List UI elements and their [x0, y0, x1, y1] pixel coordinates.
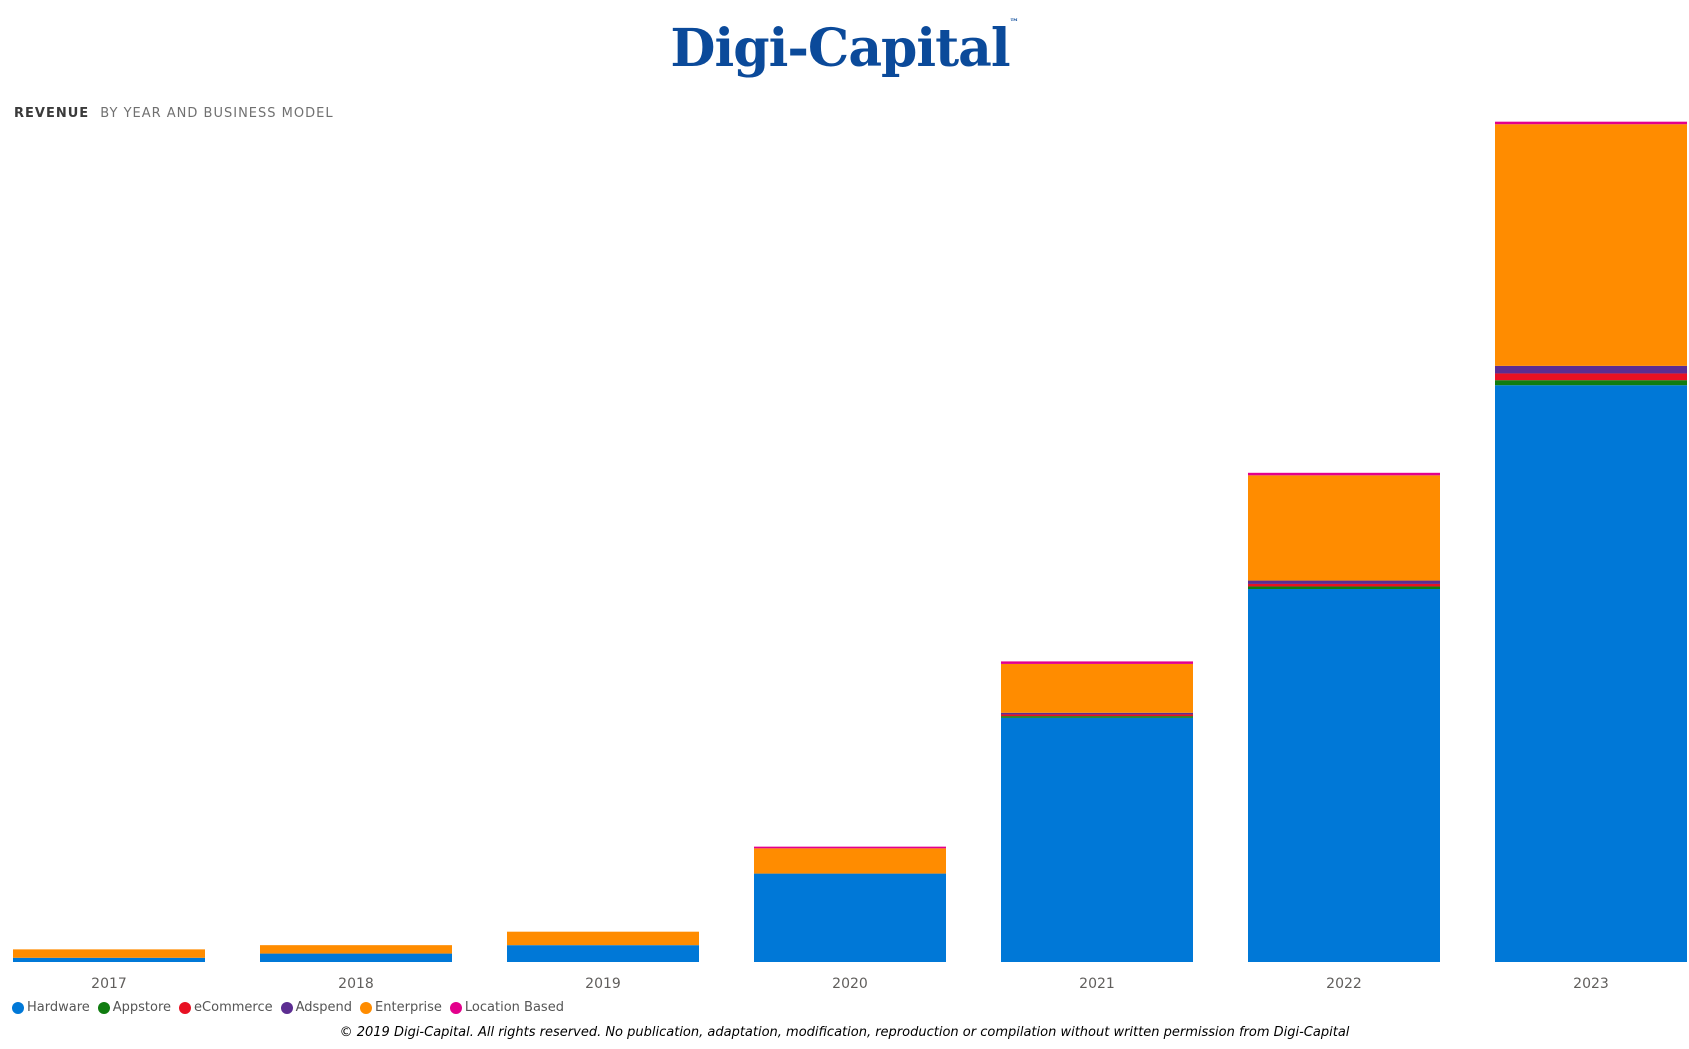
bar-segment-2020-hardware	[754, 873, 946, 962]
logo-text: Digi-Capital	[670, 18, 1010, 79]
bar-segment-2021-adspend	[1001, 712, 1193, 715]
legend-dot-icon	[449, 1001, 462, 1014]
legend-item-appstore[interactable]: Appstore	[97, 1000, 172, 1015]
legend-item-location-based[interactable]: Location Based	[449, 1000, 564, 1015]
bar-segment-2020-enterprise	[754, 848, 946, 874]
bar-segment-2022-location-based	[1248, 472, 1440, 476]
legend-item-hardware[interactable]: Hardware	[12, 1000, 90, 1015]
bar-segment-2022-adspend	[1248, 580, 1440, 584]
legend-dot-icon	[12, 1001, 24, 1014]
legend-item-adspend[interactable]: Adspend	[280, 1000, 353, 1015]
x-tick-label-2017: 2017	[91, 976, 127, 992]
bar-segment-2022-hardware	[1248, 588, 1440, 962]
legend-dot-icon	[360, 1001, 373, 1014]
chart-title: REVENUE	[14, 106, 90, 121]
legend-label: Location Based	[464, 1000, 564, 1015]
x-tick-label-2019: 2019	[585, 976, 621, 992]
legend-label: Appstore	[112, 1000, 172, 1015]
legend-dot-icon	[97, 1001, 110, 1014]
legend-dot-icon	[280, 1001, 293, 1014]
legend-item-enterprise[interactable]: Enterprise	[360, 1000, 442, 1015]
bar-segment-2023-location-based	[1495, 121, 1687, 125]
copyright-footer: © 2019 Digi-Capital. All rights reserved…	[339, 1025, 1350, 1040]
logo-trademark: ™	[1009, 18, 1019, 28]
bar-segment-2018-enterprise	[260, 945, 452, 954]
x-tick-label-2018: 2018	[338, 976, 374, 992]
x-tick-label-2021: 2021	[1079, 976, 1115, 992]
bar-segment-2022-appstore	[1248, 586, 1440, 589]
x-tick-label-2022: 2022	[1326, 976, 1362, 992]
chart-heading: REVENUE BY YEAR AND BUSINESS MODEL	[14, 106, 334, 121]
bar-segment-2019-hardware	[507, 945, 699, 962]
bar-segment-2022-enterprise	[1248, 475, 1440, 581]
revenue-stacked-bar-chart: 2017 2018 2019 2020 2021 2022 2023	[13, 121, 1687, 992]
bar-segment-2021-hardware	[1001, 717, 1193, 962]
bar-segment-2020-location-based	[754, 846, 946, 849]
bar-segment-2023-ecommerce	[1495, 373, 1687, 381]
bar-segment-2018-hardware	[260, 953, 452, 962]
bar-segment-2019-enterprise	[507, 931, 699, 946]
bar-segment-2021-enterprise	[1001, 663, 1193, 713]
bar-segment-2017-hardware	[13, 957, 205, 962]
legend-item-ecommerce[interactable]: eCommerce	[179, 1000, 273, 1015]
bar-segment-2021-location-based	[1001, 661, 1193, 664]
chart-legend: Hardware Appstore eCommerce Adspend Enterpri…	[12, 1000, 572, 1015]
x-tick-label-2020: 2020	[832, 976, 868, 992]
bar-segment-2017-enterprise	[13, 949, 205, 958]
bar-segment-2023-appstore	[1495, 380, 1687, 386]
legend-label: Enterprise	[375, 1000, 442, 1015]
bar-segment-2023-adspend	[1495, 365, 1687, 374]
legend-label: eCommerce	[194, 1000, 273, 1015]
bar-segment-2022-ecommerce	[1248, 583, 1440, 587]
bar-segment-2021-appstore	[1001, 716, 1193, 718]
legend-label: Adspend	[295, 1000, 353, 1015]
x-tick-label-2023: 2023	[1573, 976, 1609, 992]
chart-subtitle: BY YEAR AND BUSINESS MODEL	[100, 106, 334, 121]
bar-segment-2023-hardware	[1495, 385, 1687, 963]
bar-segment-2021-ecommerce	[1001, 714, 1193, 717]
legend-label: Hardware	[27, 1000, 90, 1015]
bar-segment-2023-enterprise	[1495, 124, 1687, 366]
legend-dot-icon	[179, 1001, 192, 1014]
digi-capital-logo: Digi-Capital™	[0, 18, 1689, 79]
